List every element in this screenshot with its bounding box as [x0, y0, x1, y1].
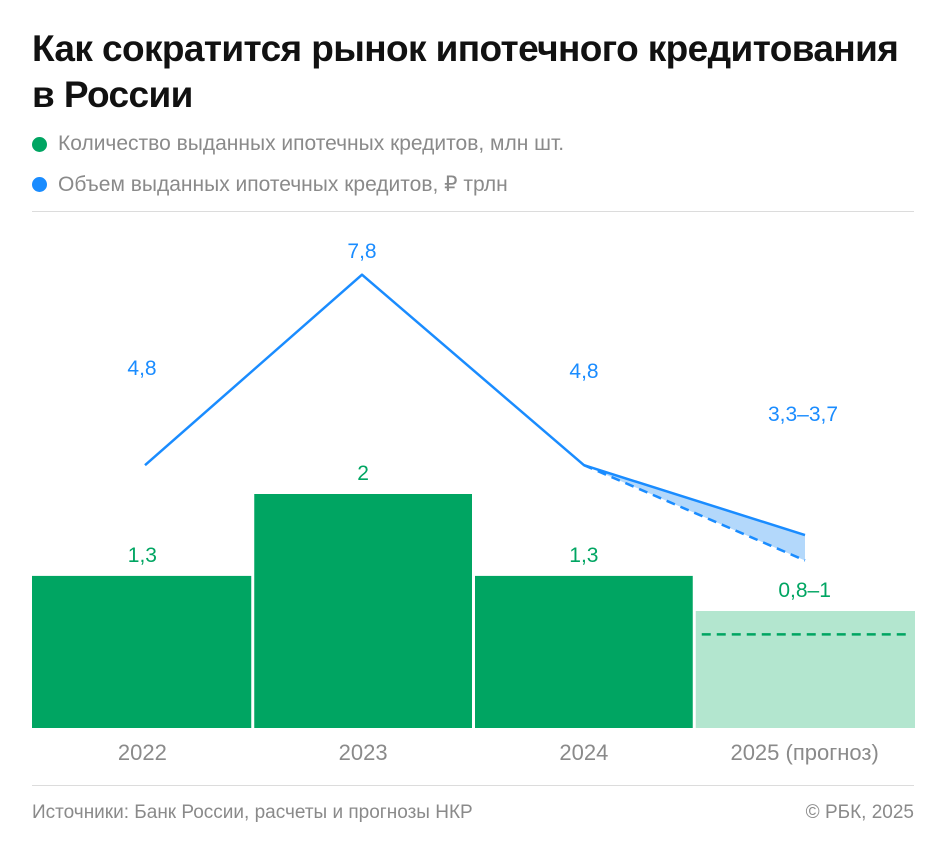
- source-note: Источники: Банк России, расчеты и прогно…: [32, 802, 473, 823]
- x-tick-2025: 2025 (прогноз): [730, 740, 878, 765]
- legend-dot-count: [32, 136, 47, 152]
- x-tick-2023: 2023: [339, 740, 388, 765]
- bar-label-2022: 1,3: [128, 544, 157, 567]
- bar-2025: [695, 611, 915, 728]
- legend-dot-volume: [32, 176, 47, 192]
- bar-label-2025: 0,8–1: [778, 579, 831, 602]
- legend-item-volume: Объем выданных ипотечных кредитов, ₽ трл…: [32, 164, 564, 204]
- legend-item-count: Количество выданных ипотечных кредитов, …: [32, 124, 564, 164]
- legend: Количество выданных ипотечных кредитов, …: [32, 124, 564, 204]
- legend-label-count: Количество выданных ипотечных кредитов, …: [58, 132, 565, 155]
- bar-2023: [254, 494, 472, 728]
- top-divider: [32, 211, 914, 212]
- line-label-2022: 4,8: [127, 357, 156, 380]
- x-tick-2022: 2022: [118, 740, 167, 765]
- line-label-2023: 7,8: [347, 240, 376, 263]
- bar-2022: [32, 575, 252, 728]
- legend-label-volume: Объем выданных ипотечных кредитов, ₽ трл…: [58, 172, 508, 196]
- bottom-divider: [32, 785, 914, 786]
- copyright: © РБК, 2025: [805, 802, 914, 823]
- line-label-2025: 3,3–3,7: [768, 403, 838, 426]
- x-tick-2024: 2024: [559, 740, 608, 765]
- line-label-2024: 4,8: [569, 360, 598, 383]
- bar-label-2024: 1,3: [569, 544, 598, 567]
- line-forecast-low: [583, 464, 806, 562]
- bar-2024: [475, 575, 693, 728]
- bar-label-2023: 2: [357, 462, 369, 485]
- chart-area: 1,3 2 1,3 0,8–1 2022 2023 2024 2025 (прогноз) 4,…: [32, 240, 915, 765]
- line-volume: [144, 273, 806, 537]
- chart-title: Как сократится рынок ипотечного кредитов…: [32, 28, 899, 115]
